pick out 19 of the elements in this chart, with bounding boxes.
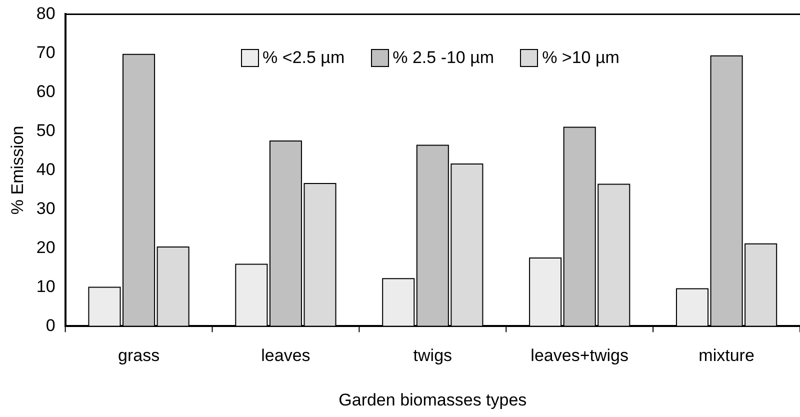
- x-tick-label: mixture: [698, 346, 754, 366]
- legend-label: % <2.5 µm: [262, 48, 345, 68]
- y-axis-title: % Emission: [8, 126, 27, 215]
- y-tick-label: 40: [36, 160, 56, 179]
- y-tick-label: 0: [46, 316, 56, 335]
- y-tick-label: 30: [36, 198, 56, 218]
- x-axis-title: Garden biomasses types: [338, 390, 527, 410]
- y-tick-label: 20: [36, 238, 56, 257]
- y-tick-label: 80: [36, 4, 56, 23]
- x-tick-label: twigs: [413, 346, 452, 366]
- y-tick-label: 10: [36, 276, 56, 296]
- x-tick-label: grass: [118, 346, 160, 366]
- y-tick-label: 50: [36, 120, 56, 140]
- y-tick-label: 60: [36, 82, 56, 101]
- y-tick-label: 70: [36, 42, 56, 62]
- x-tick-label: leaves: [261, 346, 310, 366]
- legend-label: % 2.5 -10 µm: [392, 48, 494, 68]
- legend-label: % >10 µm: [542, 48, 620, 68]
- x-tick-label: leaves+twigs: [530, 346, 628, 366]
